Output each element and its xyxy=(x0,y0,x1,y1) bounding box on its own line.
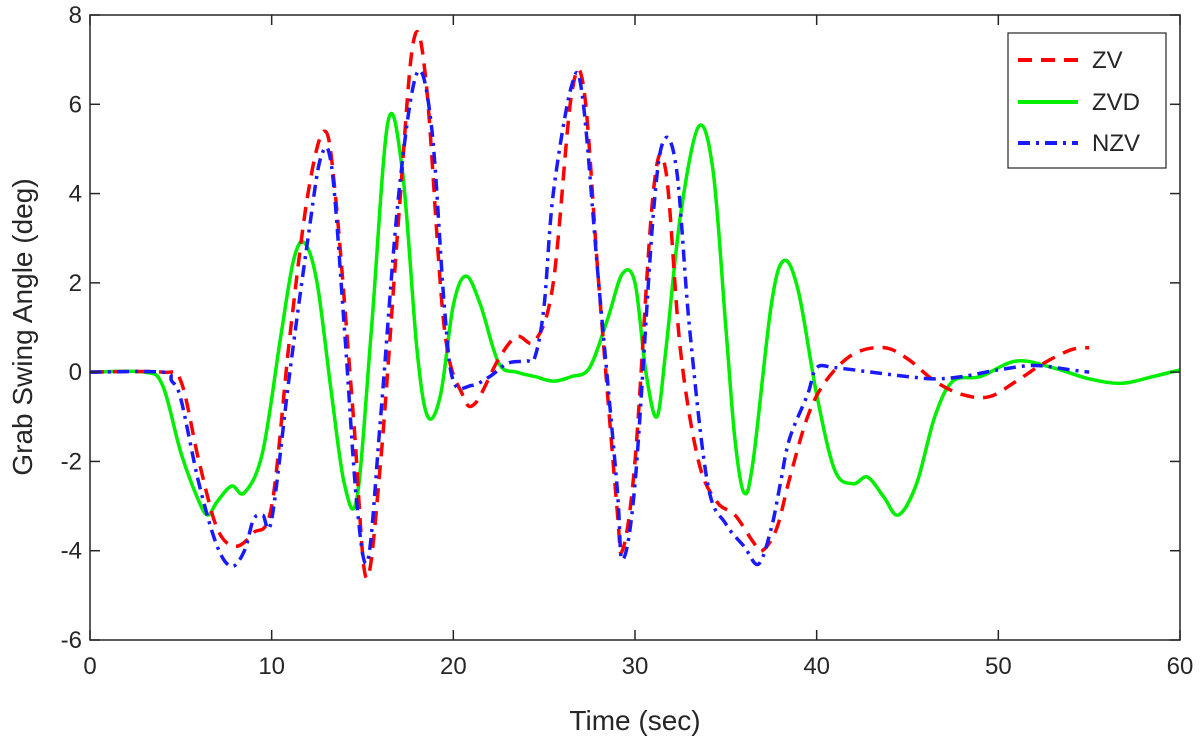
y-tick-label: 6 xyxy=(69,91,82,118)
series-line-zvd xyxy=(89,111,1181,517)
plot-area-background xyxy=(90,15,1180,640)
series-layer xyxy=(89,29,1181,580)
x-tick-label: 0 xyxy=(83,653,96,680)
legend-label-zv: ZV xyxy=(1092,47,1123,74)
y-tick-label: 8 xyxy=(69,2,82,29)
y-axis-label: Grab Swing Angle (deg) xyxy=(7,178,38,475)
y-tick-label: 2 xyxy=(69,270,82,297)
y-tick-label: -6 xyxy=(61,627,82,654)
y-tick-label: -2 xyxy=(61,448,82,475)
x-tick-label: 20 xyxy=(440,653,467,680)
x-tick-label: 40 xyxy=(803,653,830,680)
y-tick-label: 0 xyxy=(69,359,82,386)
y-tick-label: 4 xyxy=(69,181,82,208)
x-axis-label: Time (sec) xyxy=(569,705,700,736)
legend-label-nzv: NZV xyxy=(1092,130,1140,157)
x-tick-label: 50 xyxy=(985,653,1012,680)
legend-label-zvd: ZVD xyxy=(1092,89,1140,116)
y-tick-label: -4 xyxy=(61,538,82,565)
axis-ticks: 0 10 20 30 40 50 60 -6 -4 -2 0 2 4 6 8 xyxy=(61,2,1194,680)
legend: ZV ZVD NZV xyxy=(1007,32,1167,169)
legend-entry-zvd: ZVD xyxy=(1018,89,1140,116)
series-line-zv xyxy=(89,29,1090,580)
legend-entry-nzv: NZV xyxy=(1018,130,1140,157)
x-tick-label: 60 xyxy=(1167,653,1194,680)
x-tick-label: 30 xyxy=(622,653,649,680)
legend-entry-zv: ZV xyxy=(1018,47,1123,74)
x-tick-label: 10 xyxy=(258,653,285,680)
